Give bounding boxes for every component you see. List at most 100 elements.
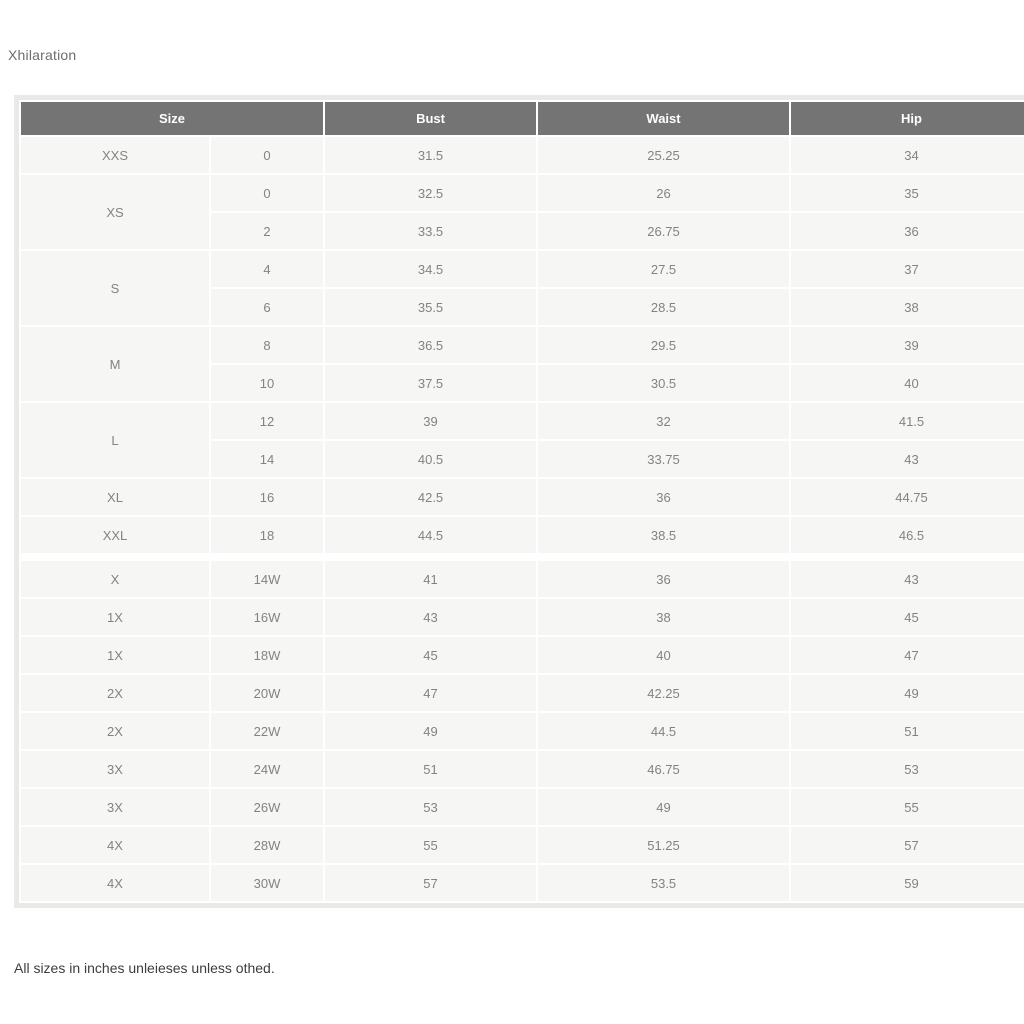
numeric-size-cell: 20W [211, 675, 324, 711]
numeric-size-cell: 4 [211, 251, 324, 287]
table-row: 2X 20W 47 42.25 49 [21, 675, 1024, 711]
table-row: L 12 39 32 41.5 [21, 403, 1024, 477]
hip-cell: 35 [791, 175, 1024, 211]
size-group-cell: XS [21, 175, 209, 249]
hip-cell: 39 [791, 327, 1024, 363]
bust-cell: 41 [325, 561, 537, 597]
numeric-size-cell: 14 [211, 441, 324, 477]
waist-cell: 42.25 [538, 675, 790, 711]
hip-cell: 49 [791, 675, 1024, 711]
waist-cell: 33.75 [538, 441, 790, 477]
size-group-cell: L [21, 403, 209, 477]
numeric-size-cell: 26W [211, 789, 324, 825]
hip-cell: 53 [791, 751, 1024, 787]
size-group-cell: 4X [21, 827, 209, 863]
bust-cell: 34.5 [325, 251, 537, 287]
bust-cell: 42.5 [325, 479, 537, 515]
table-row: 14 40.5 33.75 43 [21, 441, 1024, 477]
bust-cell: 57 [325, 865, 537, 901]
numeric-size-cell: 8 [211, 327, 324, 363]
waist-cell: 32 [538, 403, 790, 439]
bust-cell: 35.5 [325, 289, 537, 325]
hip-cell: 47 [791, 637, 1024, 673]
waist-cell: 25.25 [538, 137, 790, 173]
hip-cell: 45 [791, 599, 1024, 635]
bust-cell: 33.5 [325, 213, 537, 249]
hip-cell: 43 [791, 561, 1024, 597]
waist-cell: 44.5 [538, 713, 790, 749]
table-row: 6 35.5 28.5 38 [21, 289, 1024, 325]
numeric-size-cell: 30W [211, 865, 324, 901]
waist-cell: 49 [538, 789, 790, 825]
waist-cell: 28.5 [538, 289, 790, 325]
size-group-cell: 1X [21, 599, 209, 635]
numeric-size-cell: 0 [211, 175, 324, 211]
table-row: M 8 36.5 29.5 39 [21, 327, 1024, 401]
waist-cell: 36 [538, 479, 790, 515]
size-group-cell: XXL [21, 517, 209, 553]
waist-cell: 40 [538, 637, 790, 673]
hip-cell: 37 [791, 251, 1024, 287]
bust-cell: 45 [325, 637, 537, 673]
size-chart-container: Size Bust Waist Hip XXS 0 31.5 25.25 34 XS 0 32.5 2… [14, 95, 1024, 908]
hip-cell: 41.5 [791, 403, 1024, 439]
hip-cell: 51 [791, 713, 1024, 749]
bust-cell: 39 [325, 403, 537, 439]
bust-cell: 55 [325, 827, 537, 863]
bust-cell: 32.5 [325, 175, 537, 211]
bust-cell: 47 [325, 675, 537, 711]
bust-cell: 44.5 [325, 517, 537, 553]
bust-cell: 53 [325, 789, 537, 825]
bust-cell: 31.5 [325, 137, 537, 173]
hip-cell: 55 [791, 789, 1024, 825]
numeric-size-cell: 10 [211, 365, 324, 401]
units-footnote: All sizes in inches unleieses unless oth… [14, 960, 275, 976]
numeric-size-cell: 18 [211, 517, 324, 553]
size-group-cell: 2X [21, 713, 209, 749]
header-row: Size Bust Waist Hip [21, 102, 1024, 135]
numeric-size-cell: 16 [211, 479, 324, 515]
size-group-cell: 4X [21, 865, 209, 901]
table-row: 2 33.5 26.75 36 [21, 213, 1024, 249]
table-row: 2X 22W 49 44.5 51 [21, 713, 1024, 749]
bust-cell: 40.5 [325, 441, 537, 477]
hip-cell: 59 [791, 865, 1024, 901]
waist-cell: 27.5 [538, 251, 790, 287]
table-row: 1X 16W 43 38 45 [21, 599, 1024, 635]
table-row: 1X 18W 45 40 47 [21, 637, 1024, 673]
table-row: XS 0 32.5 26 35 [21, 175, 1024, 249]
table-row: XXL 18 44.5 38.5 46.5 [21, 517, 1024, 553]
column-header-hip: Hip [791, 102, 1024, 135]
hip-cell: 36 [791, 213, 1024, 249]
numeric-size-cell: 12 [211, 403, 324, 439]
table-row: S 4 34.5 27.5 37 [21, 251, 1024, 325]
table-row: 3X 26W 53 49 55 [21, 789, 1024, 825]
size-group-cell: XXS [21, 137, 209, 173]
numeric-size-cell: 28W [211, 827, 324, 863]
section-divider [21, 555, 1024, 559]
hip-cell: 34 [791, 137, 1024, 173]
waist-cell: 38.5 [538, 517, 790, 553]
size-group-cell: 2X [21, 675, 209, 711]
size-chart-body: XXS 0 31.5 25.25 34 XS 0 32.5 26 35 2 33.5 26.75 36 S 4… [21, 137, 1024, 901]
table-row: XL 16 42.5 36 44.75 [21, 479, 1024, 515]
waist-cell: 51.25 [538, 827, 790, 863]
bust-cell: 49 [325, 713, 537, 749]
numeric-size-cell: 18W [211, 637, 324, 673]
size-group-cell: 3X [21, 789, 209, 825]
column-header-waist: Waist [538, 102, 790, 135]
numeric-size-cell: 0 [211, 137, 324, 173]
size-group-cell: 3X [21, 751, 209, 787]
numeric-size-cell: 14W [211, 561, 324, 597]
table-row: 4X 30W 57 53.5 59 [21, 865, 1024, 901]
brand-title: Xhilaration [8, 47, 77, 63]
table-row: X 14W 41 36 43 [21, 561, 1024, 597]
hip-cell: 38 [791, 289, 1024, 325]
table-row: XXS 0 31.5 25.25 34 [21, 137, 1024, 173]
bust-cell: 36.5 [325, 327, 537, 363]
table-row: 4X 28W 55 51.25 57 [21, 827, 1024, 863]
size-group-cell: XL [21, 479, 209, 515]
waist-cell: 36 [538, 561, 790, 597]
waist-cell: 46.75 [538, 751, 790, 787]
table-row: 10 37.5 30.5 40 [21, 365, 1024, 401]
